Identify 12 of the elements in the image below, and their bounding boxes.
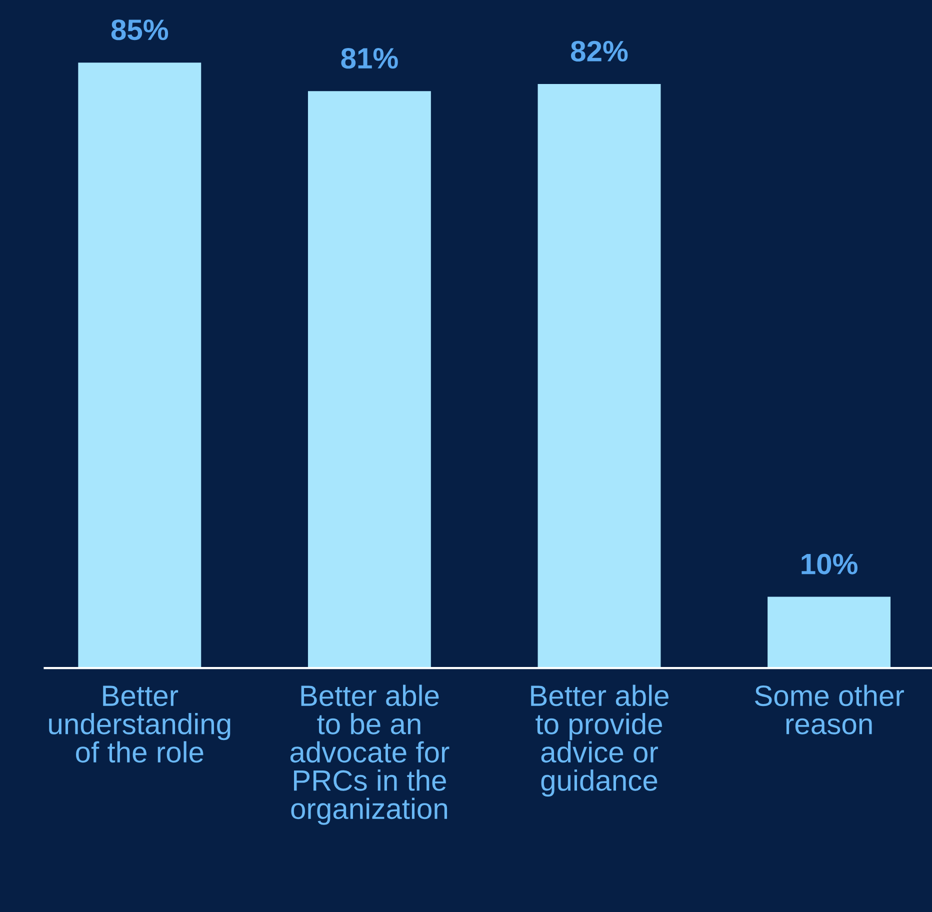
data-label: 81% xyxy=(341,48,398,69)
bar xyxy=(308,91,431,668)
x-tick-label: Some other reason xyxy=(754,684,904,734)
x-tick-label: Better able to provide advice or guidance xyxy=(531,684,668,797)
x-tick-label: Better understanding of the role xyxy=(49,686,230,763)
data-label: 10% xyxy=(802,554,858,574)
data-label: 85% xyxy=(111,19,168,40)
bar xyxy=(538,84,661,668)
bar xyxy=(768,596,891,668)
data-label: 82% xyxy=(570,40,628,62)
x-tick-label: Better able to be an advocate for PRCs in the organization xyxy=(290,684,450,825)
bar xyxy=(78,62,202,668)
